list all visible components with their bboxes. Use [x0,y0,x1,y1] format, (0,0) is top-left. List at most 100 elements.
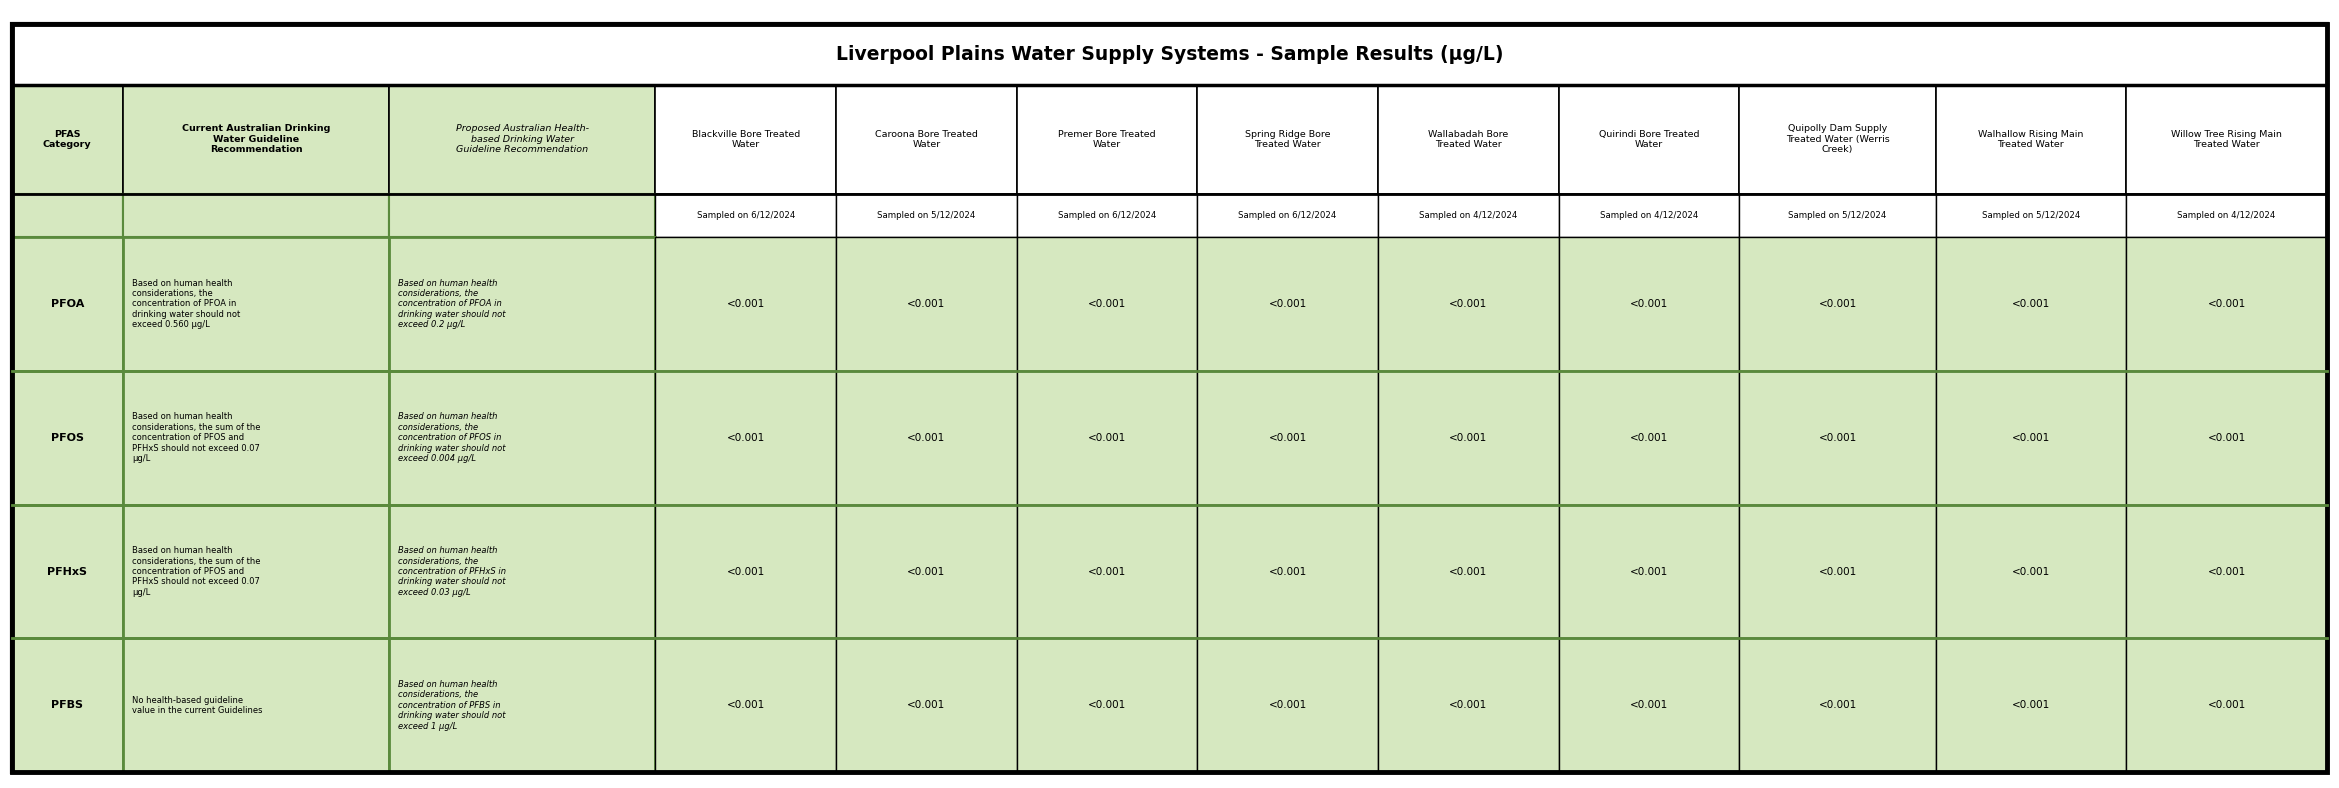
Text: Sampled on 4/12/2024: Sampled on 4/12/2024 [2178,210,2276,220]
Bar [1937,504,2126,638]
Bar [835,371,1017,504]
Bar [2126,237,2327,371]
Text: <0.001: <0.001 [2012,433,2049,443]
Text: <0.001: <0.001 [1817,433,1857,443]
Bar [1378,85,1558,194]
Bar [655,194,835,237]
Bar [12,638,124,772]
Bar [1937,85,2126,194]
Bar [1198,638,1378,772]
Bar [1017,194,1198,237]
Text: Based on human health
considerations, the
concentration of PFHxS in
drinking wat: Based on human health considerations, th… [398,546,508,597]
Text: <0.001: <0.001 [1817,567,1857,577]
Bar [655,638,835,772]
Bar [1378,638,1558,772]
Bar [388,504,655,638]
Bar [1937,237,2126,371]
Bar [1740,638,1937,772]
Text: Liverpool Plains Water Supply Systems - Sample Results (μg/L): Liverpool Plains Water Supply Systems - … [835,45,1504,64]
Bar [835,85,1017,194]
Text: <0.001: <0.001 [2208,567,2245,577]
Bar [2126,85,2327,194]
Bar [1017,371,1198,504]
Bar [1558,638,1740,772]
Bar [1378,194,1558,237]
Text: <0.001: <0.001 [1088,299,1125,309]
Text: Based on human health
considerations, the
concentration of PFOA in
drinking wate: Based on human health considerations, th… [398,279,505,329]
Text: PFHxS: PFHxS [47,567,87,577]
Text: Based on human health
considerations, the
concentration of PFOS in
drinking wate: Based on human health considerations, th… [398,412,505,463]
Bar [1558,237,1740,371]
Text: <0.001: <0.001 [1268,433,1308,443]
Bar [835,194,1017,237]
Bar [1198,194,1378,237]
Bar [12,194,124,237]
Bar [1937,194,2126,237]
Text: <0.001: <0.001 [2208,299,2245,309]
Text: Walhallow Rising Main
Treated Water: Walhallow Rising Main Treated Water [1979,129,2084,149]
Bar [835,504,1017,638]
Text: Caroona Bore Treated
Water: Caroona Bore Treated Water [875,129,978,149]
Text: <0.001: <0.001 [1450,701,1488,710]
Bar [1558,194,1740,237]
Bar [124,194,388,237]
Text: <0.001: <0.001 [1817,299,1857,309]
Text: Sampled on 6/12/2024: Sampled on 6/12/2024 [697,210,795,220]
Bar [1017,638,1198,772]
Text: Based on human health
considerations, the sum of the
concentration of PFOS and
P: Based on human health considerations, th… [133,546,260,597]
Bar [655,504,835,638]
Text: Based on human health
considerations, the
concentration of PFOA in
drinking wate: Based on human health considerations, th… [133,279,241,329]
Text: <0.001: <0.001 [908,701,945,710]
Bar [1740,194,1937,237]
Bar [388,237,655,371]
Bar [388,638,655,772]
Bar [12,85,124,194]
Bar [12,237,124,371]
Bar [1740,237,1937,371]
Text: <0.001: <0.001 [2208,701,2245,710]
Text: <0.001: <0.001 [1088,433,1125,443]
Text: <0.001: <0.001 [727,701,765,710]
Bar [124,237,388,371]
Text: <0.001: <0.001 [1088,567,1125,577]
Bar [124,504,388,638]
Bar [124,85,388,194]
Text: Sampled on 4/12/2024: Sampled on 4/12/2024 [1600,210,1698,220]
Text: <0.001: <0.001 [727,567,765,577]
Text: <0.001: <0.001 [1268,299,1308,309]
Bar [1378,237,1558,371]
Text: Proposed Australian Health-
based Drinking Water
Guideline Recommendation: Proposed Australian Health- based Drinki… [456,125,589,154]
Text: Quipolly Dam Supply
Treated Water (Werris
Creek): Quipolly Dam Supply Treated Water (Werri… [1785,125,1890,154]
Bar [388,194,655,237]
Text: Quirindi Bore Treated
Water: Quirindi Bore Treated Water [1598,129,1698,149]
Bar [1558,85,1740,194]
Text: PFBS: PFBS [51,701,84,710]
Text: <0.001: <0.001 [1817,701,1857,710]
Bar [1198,504,1378,638]
Bar [1937,638,2126,772]
Text: Sampled on 6/12/2024: Sampled on 6/12/2024 [1237,210,1338,220]
Bar [388,85,655,194]
Bar [1198,85,1378,194]
Bar [388,371,655,504]
Text: Premer Bore Treated
Water: Premer Bore Treated Water [1057,129,1155,149]
Text: Blackville Bore Treated
Water: Blackville Bore Treated Water [692,129,800,149]
Text: Sampled on 5/12/2024: Sampled on 5/12/2024 [1789,210,1888,220]
Text: PFOA: PFOA [51,299,84,309]
Text: Based on human health
considerations, the
concentration of PFBS in
drinking wate: Based on human health considerations, th… [398,680,505,730]
Bar [1017,237,1198,371]
Text: <0.001: <0.001 [1268,701,1308,710]
Text: Sampled on 5/12/2024: Sampled on 5/12/2024 [1981,210,2079,220]
Bar [835,237,1017,371]
Text: <0.001: <0.001 [727,433,765,443]
Text: <0.001: <0.001 [908,567,945,577]
Text: Wallabadah Bore
Treated Water: Wallabadah Bore Treated Water [1429,129,1509,149]
Bar [12,504,124,638]
Text: <0.001: <0.001 [1450,567,1488,577]
Bar [1198,237,1378,371]
Bar [1017,504,1198,638]
Bar [655,85,835,194]
Bar [12,371,124,504]
Text: Based on human health
considerations, the sum of the
concentration of PFOS and
P: Based on human health considerations, th… [133,412,260,463]
Bar [655,371,835,504]
